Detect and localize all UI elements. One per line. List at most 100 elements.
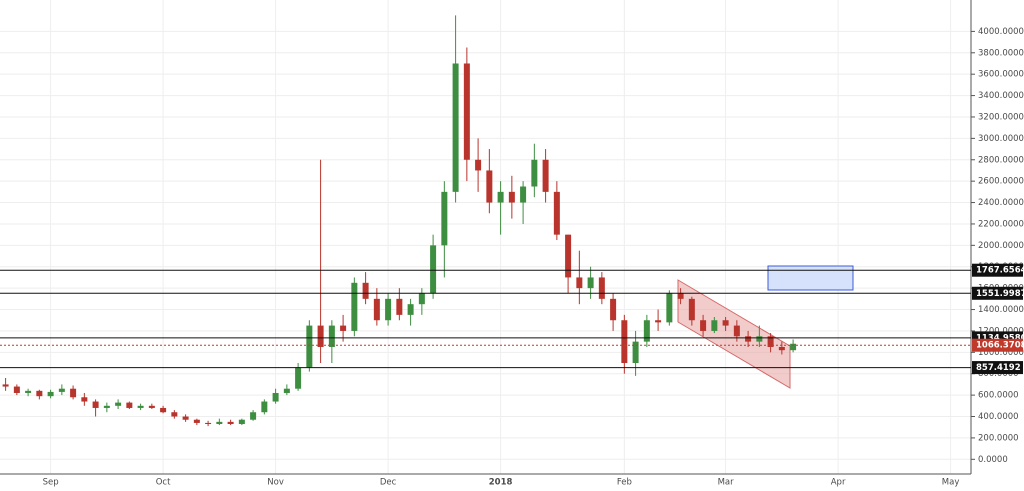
candle-body xyxy=(193,419,200,423)
candle-body xyxy=(182,416,189,420)
y-tick-label: 3800.0000 xyxy=(978,48,1024,58)
candle-body xyxy=(745,336,752,342)
candle-body xyxy=(643,320,650,342)
level-label: 1551.9987 xyxy=(976,289,1024,299)
candle-body xyxy=(351,282,358,331)
candle-body xyxy=(126,402,133,408)
candle-body xyxy=(362,282,369,299)
candle-body xyxy=(463,63,470,160)
x-tick-label: 2018 xyxy=(489,478,513,488)
level-label-box xyxy=(972,286,1023,300)
y-tick-label: 200.0000 xyxy=(978,433,1019,443)
candle-body xyxy=(486,170,493,203)
candle-body xyxy=(790,343,797,351)
candle-body xyxy=(621,320,628,364)
candle-body xyxy=(2,384,9,387)
candle-body xyxy=(677,293,684,299)
y-tick-label: 4000.0000 xyxy=(978,27,1024,37)
y-tick-label: 3400.0000 xyxy=(978,91,1024,101)
candle-body xyxy=(47,391,54,397)
candle-body xyxy=(576,277,583,289)
candle-body xyxy=(655,320,662,323)
grid xyxy=(0,0,971,474)
candle-body xyxy=(92,401,99,408)
candle-body xyxy=(767,336,774,347)
last-price-box xyxy=(972,338,1023,352)
x-tick-label: Nov xyxy=(267,478,284,488)
candle-body xyxy=(610,298,617,321)
candle-body xyxy=(407,304,414,315)
candle-body xyxy=(666,293,673,323)
candle-body xyxy=(216,421,223,424)
candle-body xyxy=(340,325,347,331)
candle-body xyxy=(227,421,234,424)
candle-body xyxy=(497,191,504,203)
candle-body xyxy=(385,298,392,321)
x-tick-label: Oct xyxy=(156,478,171,488)
candle-body xyxy=(553,191,560,235)
candle-body xyxy=(137,405,144,408)
y-tick-label: 2400.0000 xyxy=(978,198,1024,208)
candle-body xyxy=(722,320,729,326)
y-tick-label: 3000.0000 xyxy=(978,134,1024,144)
level-label: 857.4192 xyxy=(976,363,1021,373)
candle-body xyxy=(13,386,20,393)
y-tick-label: 0.0000 xyxy=(978,455,1008,465)
candle-body xyxy=(160,407,167,413)
candle-body xyxy=(508,191,515,203)
y-tick-label: 3600.0000 xyxy=(978,70,1024,80)
candle-body xyxy=(430,245,437,294)
candle-body xyxy=(205,422,212,424)
y-tick-label: 2800.0000 xyxy=(978,155,1024,165)
candle-body xyxy=(103,405,110,408)
last-price-label: 1066.3708 xyxy=(976,341,1024,351)
candle-body xyxy=(756,336,763,342)
candle-body xyxy=(171,412,178,417)
candle-body xyxy=(70,388,77,398)
candle-body xyxy=(58,388,65,392)
y-tick-label: 2000.0000 xyxy=(978,241,1024,251)
candle-body xyxy=(531,159,538,187)
candle-body xyxy=(565,234,572,278)
candle-body xyxy=(711,320,718,331)
candle-body xyxy=(81,397,88,402)
y-tick-label: 600.0000 xyxy=(978,391,1019,401)
candle-body xyxy=(238,419,245,424)
candles xyxy=(2,15,797,427)
candle-body xyxy=(587,277,594,289)
level-label-box xyxy=(972,361,1023,375)
candle-body xyxy=(283,388,290,393)
x-tick-label: May xyxy=(942,478,960,488)
candle-body xyxy=(598,277,605,299)
y-tick-label: 1000.0000 xyxy=(978,348,1024,358)
candle-body xyxy=(328,325,335,347)
candle-body xyxy=(778,346,785,351)
level-label: 1134.9580 xyxy=(976,333,1024,343)
candle-body xyxy=(148,405,155,408)
x-tick-label: Sep xyxy=(43,478,59,488)
candle-body xyxy=(396,298,403,315)
candle-body xyxy=(250,412,257,420)
x-tick-label: Dec xyxy=(380,478,397,488)
y-tick-label: 400.0000 xyxy=(978,412,1019,422)
x-tick-label: Apr xyxy=(831,478,846,488)
candle-body xyxy=(733,325,740,337)
y-tick-label: 2200.0000 xyxy=(978,219,1024,229)
x-tick-label: Mar xyxy=(718,478,735,488)
y-tick-label: 1400.0000 xyxy=(978,305,1024,315)
candle-body xyxy=(317,325,324,347)
candle-body xyxy=(632,341,639,364)
candle-body xyxy=(272,392,279,402)
candle-body xyxy=(418,293,425,305)
candle-body xyxy=(542,159,549,192)
candle-body xyxy=(520,186,527,203)
candle-body xyxy=(700,320,707,331)
y-tick-label: 2600.0000 xyxy=(978,177,1024,187)
target-zone xyxy=(767,265,854,291)
y-tick-label: 3200.0000 xyxy=(978,112,1024,122)
candle-body xyxy=(452,63,459,192)
y-tick-label: 800.0000 xyxy=(978,369,1019,379)
candle-body xyxy=(261,401,268,413)
candle-body xyxy=(36,390,43,397)
